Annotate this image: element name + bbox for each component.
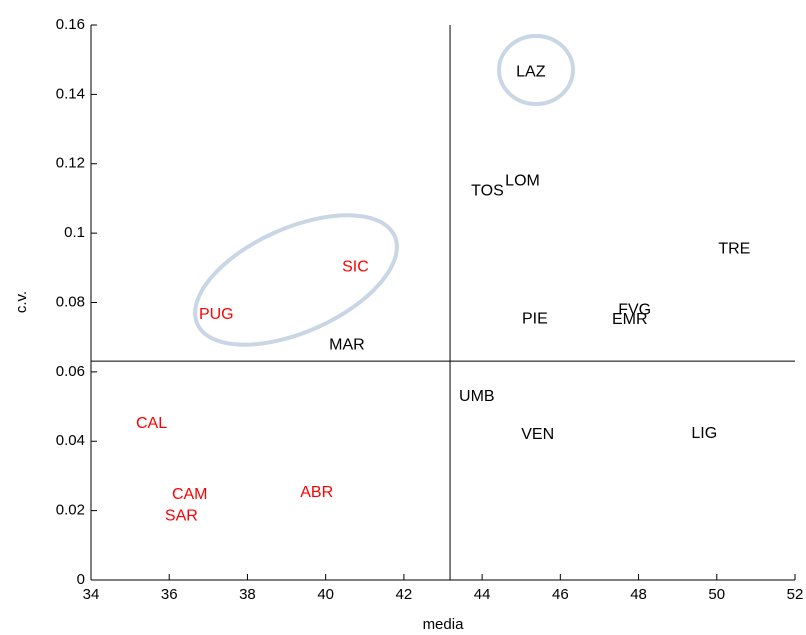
x-tick-label: 50	[708, 586, 725, 603]
y-tick-label: 0.04	[56, 432, 85, 449]
point-label: LAZ	[516, 63, 546, 80]
x-axis-label: media	[423, 616, 465, 633]
point-label: FVG	[618, 301, 651, 318]
y-tick-label: 0.16	[56, 16, 85, 33]
y-tick-label: 0.1	[64, 224, 85, 241]
y-tick-label: 0.14	[56, 85, 85, 102]
point-label: TOS	[471, 183, 504, 200]
y-tick-label: 0	[77, 571, 85, 588]
point-label: CAL	[136, 415, 167, 432]
point-label: EMR	[612, 311, 648, 328]
y-tick-label: 0.02	[56, 502, 85, 519]
y-tick-label: 0.08	[56, 293, 85, 310]
point-label: SIC	[342, 258, 369, 275]
x-tick-label: 44	[474, 586, 491, 603]
point-label: ABR	[300, 484, 333, 501]
x-tick-label: 36	[161, 586, 178, 603]
highlight-ellipse	[193, 213, 399, 347]
point-label: VEN	[521, 426, 554, 443]
y-axis-label: c.v.	[13, 291, 30, 313]
x-tick-label: 40	[317, 586, 334, 603]
point-label: LIG	[691, 425, 717, 442]
point-label: MAR	[329, 336, 365, 353]
point-label: CAM	[172, 486, 208, 503]
x-tick-label: 42	[396, 586, 413, 603]
x-tick-label: 46	[552, 586, 569, 603]
point-label: LOM	[505, 172, 540, 189]
point-label: PIE	[522, 310, 548, 327]
x-tick-label: 38	[239, 586, 256, 603]
x-tick-label: 52	[787, 586, 804, 603]
highlight-circle	[497, 34, 575, 106]
y-tick-label: 0.12	[56, 155, 85, 172]
y-tick-label: 0.06	[56, 363, 85, 380]
x-tick-label: 34	[83, 586, 100, 603]
point-label: SAR	[165, 507, 198, 524]
point-label: TRE	[718, 240, 750, 257]
x-tick-label: 48	[630, 586, 647, 603]
point-label: PUG	[199, 306, 234, 323]
point-label: UMB	[459, 388, 495, 405]
